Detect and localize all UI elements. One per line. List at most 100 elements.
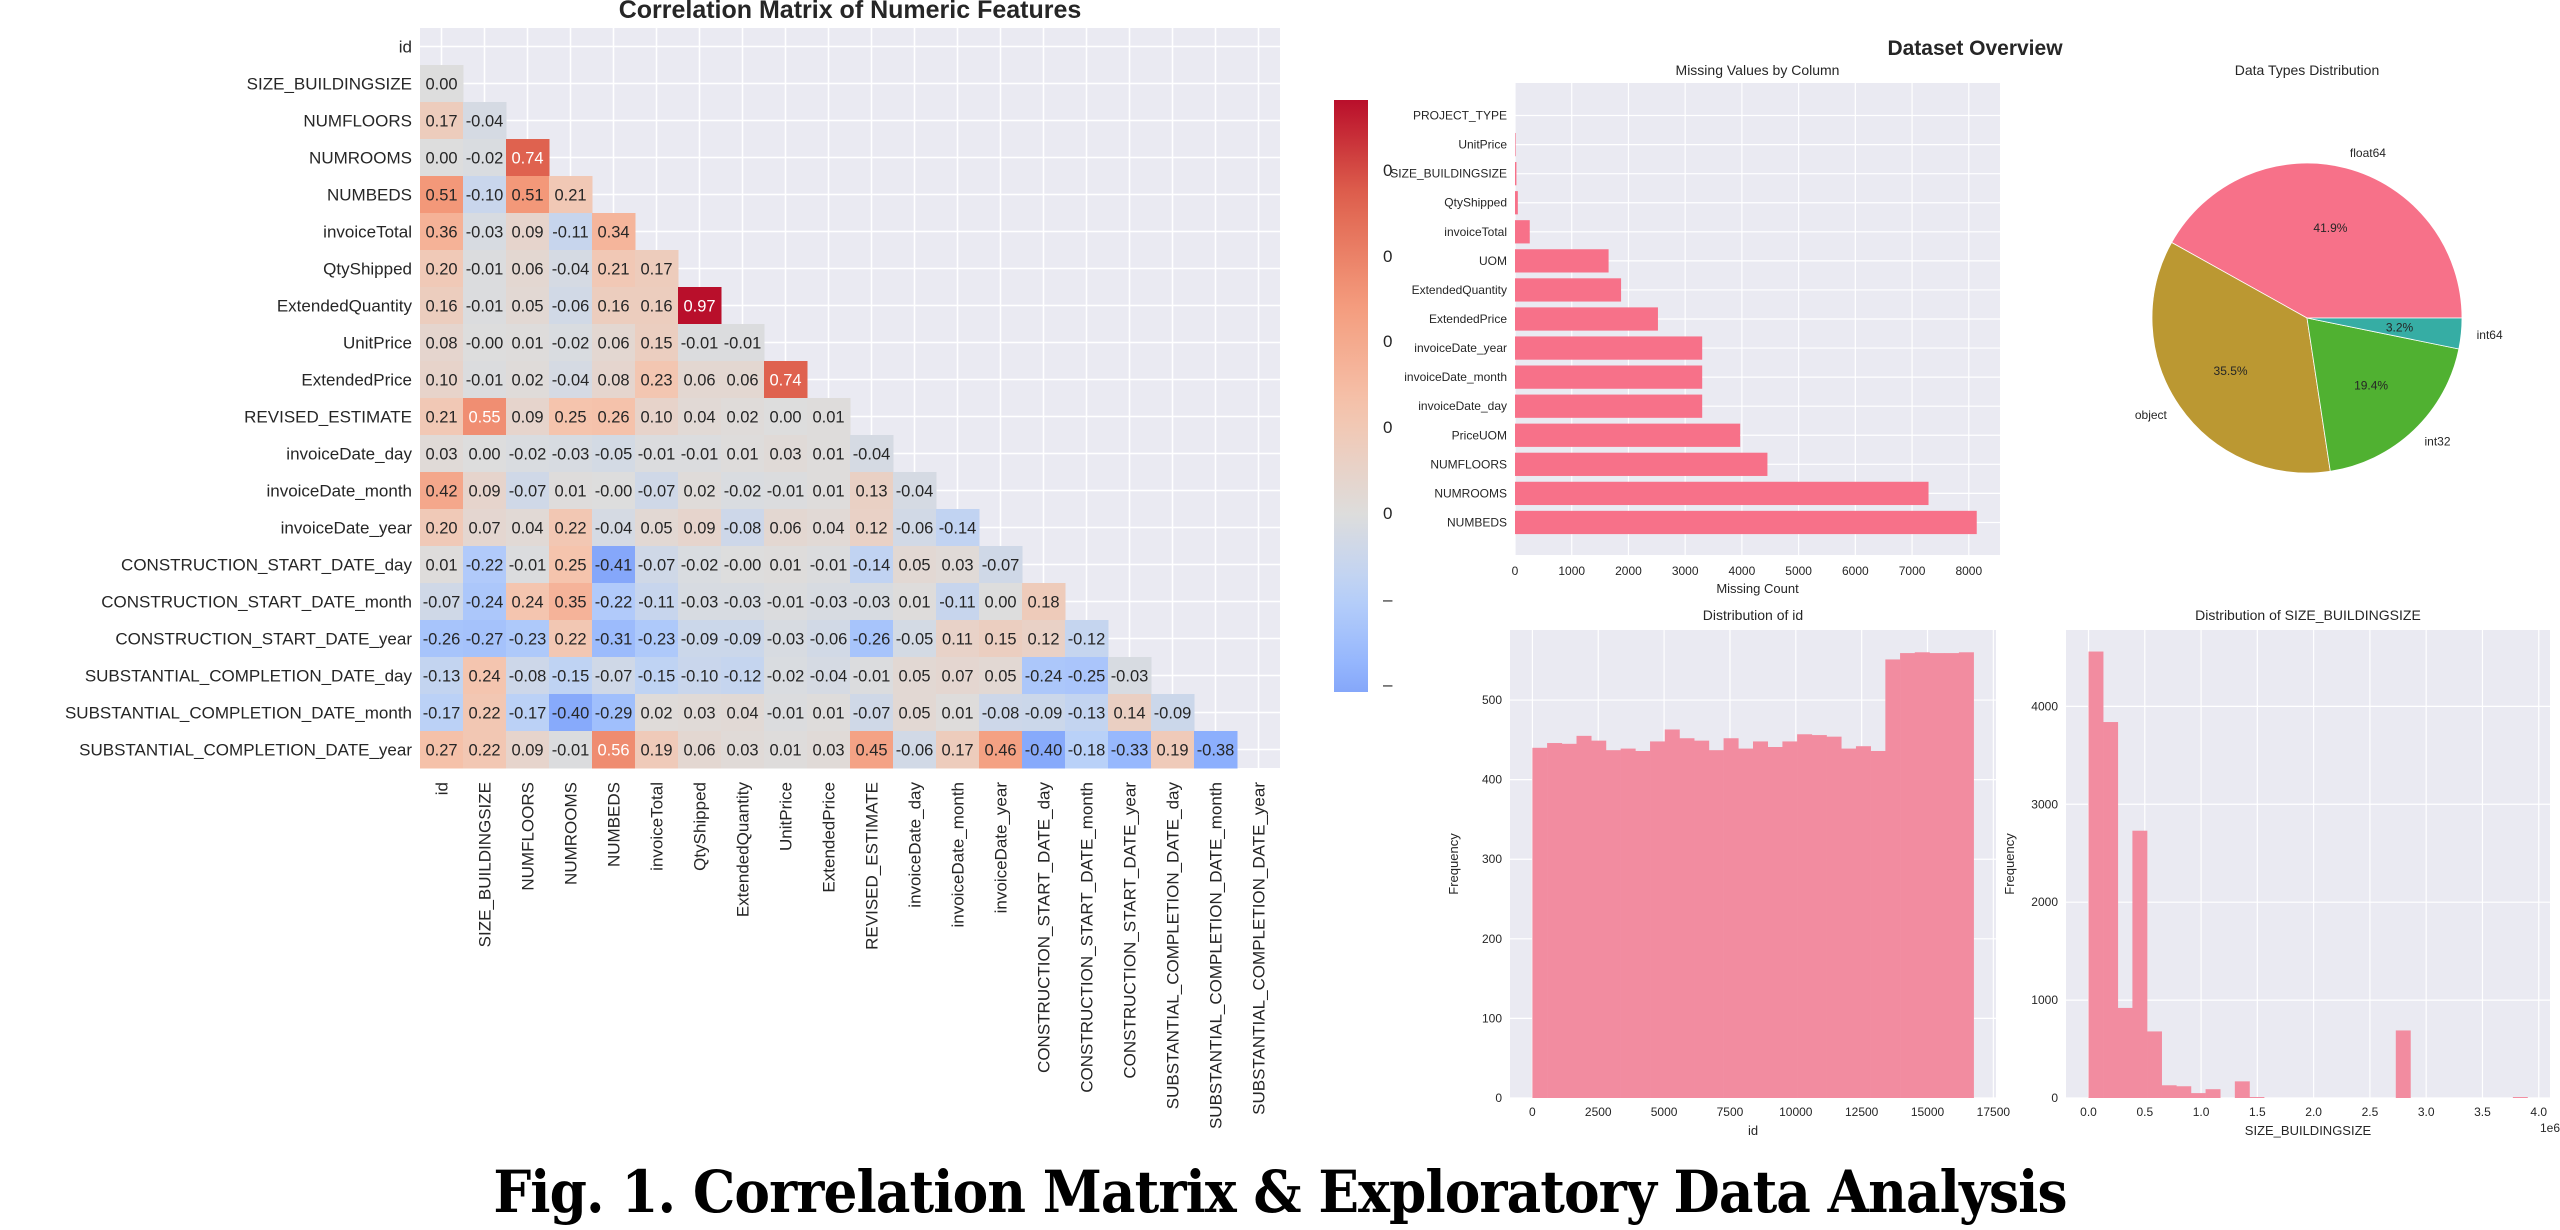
heatmap-cell [506, 657, 550, 695]
histogram-bar [2205, 1089, 2221, 1098]
heatmap-cell-label: -0.01 [681, 335, 719, 353]
y-tick-label: UnitPrice [1458, 138, 1507, 152]
heatmap-cell-label: -0.04 [595, 520, 633, 538]
heatmap-cell [463, 694, 507, 732]
heatmap-cell-label: -0.31 [595, 631, 633, 649]
heatmap-cell-label: 0.06 [683, 372, 715, 390]
heatmap-cell [463, 435, 507, 473]
heatmap-cell-label: 0.45 [855, 742, 887, 760]
heatmap-cell-label: -0.15 [552, 668, 590, 686]
heatmap-cell [850, 583, 894, 621]
heatmap-cell-label: 0.00 [468, 446, 500, 464]
heatmap-cell [506, 731, 550, 769]
heatmap-cell-label: -0.06 [552, 298, 590, 316]
heatmap-cell [463, 657, 507, 695]
heatmap-cell [592, 620, 636, 658]
heatmap-cell [678, 287, 722, 325]
heatmap-cell-label: 0.03 [726, 742, 758, 760]
pie-label: int64 [2477, 328, 2503, 342]
y-tick-label: invoiceDate_month [1404, 370, 1507, 384]
heatmap-cell [1108, 657, 1152, 695]
heatmap-cell [420, 620, 464, 658]
heatmap-cell [979, 620, 1023, 658]
heatmap-cell [721, 324, 765, 362]
heatmap-cell-label: 0.34 [597, 224, 629, 242]
heatmap-cell [936, 694, 980, 732]
x-tick-label: 4.0 [2530, 1105, 2547, 1119]
heatmap-cell [1065, 731, 1109, 769]
heatmap-cell [506, 139, 550, 177]
heatmap-cell [635, 435, 679, 473]
y-tick-label: invoiceDate_day [1418, 399, 1507, 413]
heatmap-row-label: ExtendedPrice [301, 371, 412, 390]
heatmap-cell-label: -0.15 [638, 668, 676, 686]
heatmap-cell [850, 509, 894, 547]
heatmap-row-label: CONSTRUCTION_START_DATE_year [115, 630, 412, 649]
heatmap-cell [463, 583, 507, 621]
heatmap-col-label: CONSTRUCTION_START_DATE_year [1121, 782, 1140, 1079]
histogram-bar [1855, 746, 1871, 1098]
heatmap-cell [549, 509, 593, 547]
histogram-bar [1591, 740, 1607, 1098]
heatmap-cell [635, 287, 679, 325]
pie-pct-label: 41.9% [2313, 221, 2347, 235]
missing-bar [1515, 423, 1741, 447]
heatmap-cell [721, 657, 765, 695]
x-tick-label: 5000 [1651, 1105, 1678, 1119]
chart-title: Distribution of id [1703, 607, 1803, 623]
heatmap-cell-label: -0.07 [423, 594, 461, 612]
heatmap-cell-label: -0.23 [638, 631, 676, 649]
x-tick-label: 3000 [1672, 564, 1699, 578]
histogram-bar [1900, 653, 1916, 1098]
missing-bar [1515, 132, 1516, 157]
heatmap-col-label: invoiceTotal [648, 782, 667, 871]
heatmap-cell [678, 472, 722, 510]
y-tick-label: 0 [2051, 1091, 2058, 1105]
heatmap-cell-label: 0.10 [640, 409, 672, 427]
heatmap-cell-label: 0.01 [812, 705, 844, 723]
heatmap-cell-label: 0.02 [726, 409, 758, 427]
heatmap-cell-label: 0.15 [984, 631, 1016, 649]
heatmap-cell [1022, 731, 1066, 769]
heatmap-cell [764, 657, 808, 695]
heatmap-cell [807, 620, 851, 658]
heatmap-cell-label: -0.17 [509, 705, 547, 723]
heatmap-cell [420, 509, 464, 547]
heatmap-cell [1151, 694, 1195, 732]
heatmap-cell-label: 0.51 [511, 187, 543, 205]
heatmap-cell-label: 0.03 [941, 557, 973, 575]
heatmap-cell [420, 435, 464, 473]
heatmap-cell-label: 0.02 [683, 483, 715, 501]
y-tick-label: 1000 [2031, 993, 2058, 1007]
colorbar: 0 0 0 0 0 – – [1334, 100, 1393, 694]
missing-bar [1515, 162, 1517, 186]
x-tick-label: 6000 [1842, 564, 1869, 578]
y-tick-label: QtyShipped [1444, 196, 1507, 210]
heatmap-cell-label: -0.05 [896, 631, 934, 649]
histogram-bar [1826, 736, 1842, 1098]
heatmap-cell-label: -0.01 [466, 298, 504, 316]
pie-slice [2306, 317, 2463, 350]
heatmap-cell [807, 398, 851, 436]
heatmap-row-label: id [399, 38, 412, 57]
heatmap-cell [549, 657, 593, 695]
heatmap-cell [592, 361, 636, 399]
heatmap-title: Correlation Matrix of Numeric Features [619, 0, 1082, 24]
heatmap-cell-label: -0.03 [853, 594, 891, 612]
pie-slice [2171, 162, 2463, 319]
heatmap-cell [1108, 731, 1152, 769]
heatmap-col-label: ExtendedPrice [820, 782, 839, 893]
heatmap-cell [721, 435, 765, 473]
heatmap-cell-label: 0.05 [898, 557, 930, 575]
heatmap-cell [1065, 620, 1109, 658]
heatmap-cell-label: 0.01 [898, 594, 930, 612]
heatmap-cell-label: -0.40 [552, 705, 590, 723]
heatmap-row-label: invoiceTotal [323, 223, 412, 242]
histogram-bar [1738, 748, 1754, 1098]
y-tick-label: 500 [1482, 693, 1502, 707]
heatmap-cell [678, 546, 722, 584]
y-tick-label: 100 [1482, 1011, 1502, 1025]
heatmap-cell [420, 287, 464, 325]
heatmap-cell-label: 0.17 [640, 261, 672, 279]
heatmap-cell [850, 435, 894, 473]
